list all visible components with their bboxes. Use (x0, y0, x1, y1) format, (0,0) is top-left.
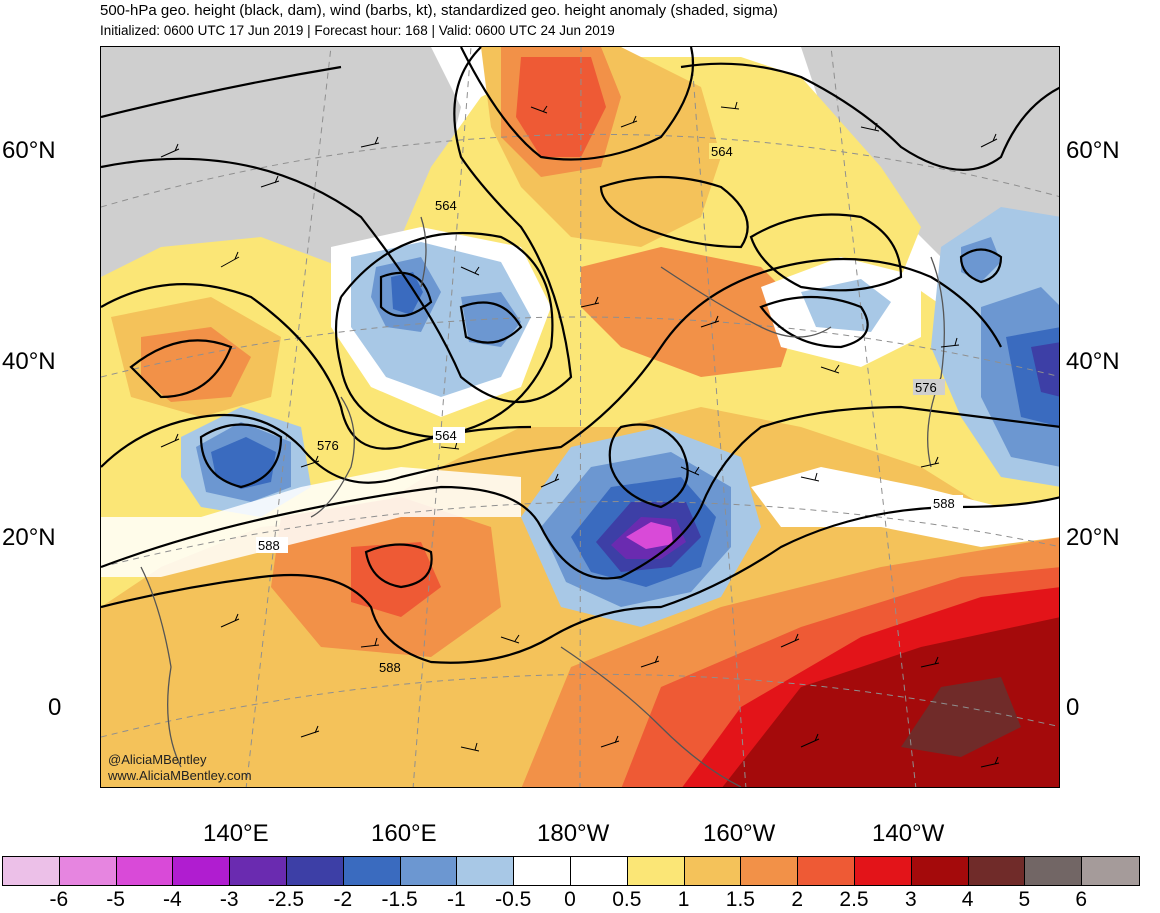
colorbar-swatch (570, 857, 628, 885)
figure-subtitle: Initialized: 0600 UTC 17 Jun 2019 | Fore… (100, 23, 615, 38)
contour-label-588-c: 588 (933, 496, 955, 511)
contour-label-564-a: 564 (435, 198, 457, 213)
contour-label-588-a: 588 (258, 538, 280, 553)
lat-label-40n-left: 40°N (2, 348, 56, 375)
colorbar-tick-label: 2.5 (839, 888, 869, 911)
colorbar (2, 856, 1140, 886)
lon-label-160e: 160°E (371, 820, 437, 847)
lat-label-0-left: 0 (48, 694, 62, 721)
colorbar-tick-label: -2.5 (267, 888, 305, 911)
lon-label-180w: 180°W (537, 820, 610, 847)
lat-label-40n-right: 40°N (1066, 348, 1120, 375)
lat-label-60n-right: 60°N (1066, 137, 1120, 164)
colorbar-swatch (514, 857, 571, 885)
lon-label-140w: 140°W (872, 820, 945, 847)
map-panel: 564 564 564 576 576 588 588 588 (100, 46, 1060, 788)
contour-label-564-c: 564 (435, 428, 457, 443)
colorbar-tick-label: 2 (791, 888, 804, 911)
colorbar-swatch (286, 857, 344, 885)
colorbar-tick-label: 1 (677, 888, 690, 911)
colorbar-tick-label: 3 (904, 888, 917, 911)
colorbar-swatch (1025, 857, 1083, 885)
colorbar-tick-label: -6 (49, 888, 69, 911)
colorbar-tick-label: -2 (333, 888, 353, 911)
colorbar-tick-label: 0.5 (612, 888, 642, 911)
figure-title: 500-hPa geo. height (black, dam), wind (… (100, 2, 778, 19)
colorbar-tick-label: 6 (1075, 888, 1088, 911)
colorbar-tick-label: -1.5 (381, 888, 418, 911)
colorbar-swatch (911, 857, 969, 885)
lat-label-0-right: 0 (1066, 694, 1080, 721)
colorbar-swatch (1082, 857, 1139, 885)
lat-label-20n-right: 20°N (1066, 524, 1120, 551)
colorbar-tick-label: 1.5 (725, 888, 755, 911)
colorbar-swatch (3, 857, 60, 885)
colorbar-swatch (854, 857, 912, 885)
colorbar-swatch (230, 857, 287, 885)
contour-label-576-a: 576 (317, 438, 339, 453)
lat-label-20n-left: 20°N (2, 524, 56, 551)
colorbar-swatch (968, 857, 1026, 885)
colorbar-swatch (741, 857, 799, 885)
colorbar-tick-label: 5 (1018, 888, 1031, 911)
colorbar-swatch (798, 857, 855, 885)
colorbar-swatch (116, 857, 174, 885)
lat-label-60n-left: 60°N (2, 137, 56, 164)
lon-label-140e: 140°E (203, 820, 269, 847)
colorbar-tick-label: -3 (219, 888, 239, 911)
colorbar-swatch (343, 857, 401, 885)
contour-labels: 564 564 564 576 576 588 588 588 (256, 143, 963, 675)
contour-label-576-b: 576 (915, 380, 937, 395)
colorbar-swatch (173, 857, 231, 885)
colorbar-tick-label: -1 (447, 888, 466, 911)
colorbar-tick-label: 0 (564, 888, 576, 911)
colorbar-tick-label: -4 (163, 888, 182, 911)
lon-label-160w: 160°W (703, 820, 776, 847)
contour-label-564-b: 564 (711, 144, 733, 159)
colorbar-swatch (400, 857, 458, 885)
colorbar-swatch (457, 857, 515, 885)
map-canvas: 564 564 564 576 576 588 588 588 (101, 47, 1059, 787)
colorbar-swatch (59, 857, 117, 885)
contour-label-588-b: 588 (379, 660, 401, 675)
colorbar-swatch (627, 857, 685, 885)
credit-website: www.AliciaMBentley.com (108, 768, 252, 783)
colorbar-tick-label: -0.5 (495, 888, 532, 911)
colorbar-tick-label: -5 (106, 888, 125, 911)
credit-handle: @AliciaMBentley (108, 752, 207, 767)
colorbar-swatch (684, 857, 742, 885)
colorbar-tick-label: 4 (961, 888, 974, 911)
